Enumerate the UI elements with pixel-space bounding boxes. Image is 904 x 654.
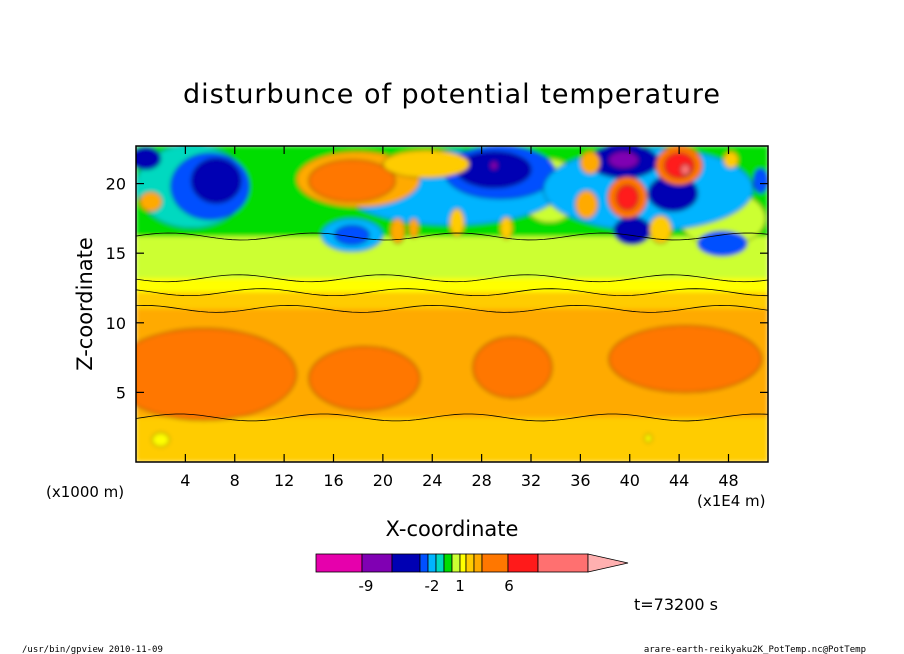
field-blob: [663, 152, 695, 179]
field-blob: [136, 328, 297, 421]
field-blob: [489, 160, 499, 171]
field-blob: [472, 336, 553, 399]
field-blob: [136, 147, 162, 171]
field-blob: [499, 216, 513, 240]
field-blob: [449, 208, 465, 237]
field-blob: [697, 230, 748, 257]
x-tick-label: 4: [180, 471, 190, 490]
plot-area: [136, 146, 768, 462]
field-blob: [580, 151, 601, 175]
field-blob: [139, 191, 163, 212]
contour-lines: [136, 232, 768, 422]
field-blob: [649, 215, 673, 244]
colorbar-swatch: [419, 553, 429, 573]
colorbar-swatch: [473, 553, 483, 573]
colorbar-label: -9: [359, 577, 374, 595]
colorbar-label: 6: [504, 577, 514, 595]
y-tick-label: 10: [106, 314, 126, 333]
contour-line: [136, 232, 768, 241]
field-blob: [608, 325, 763, 393]
field-blob: [723, 151, 739, 169]
field-blob: [615, 184, 639, 211]
field-blob: [308, 346, 421, 411]
field-blob: [680, 163, 691, 176]
x-tick-label: 32: [521, 471, 541, 490]
x-axis-label: X-coordinate: [386, 517, 519, 541]
temperature-field: [136, 146, 768, 462]
field-blob: [608, 151, 639, 169]
chart-title: disturbunce of potential temperature: [183, 79, 721, 110]
x-axis-ticks: 4 8 12 16 20 24 28 32 36 40 44 48: [180, 146, 739, 490]
field-blob: [334, 224, 370, 246]
colorbar-swatch: [537, 553, 589, 573]
x-unit-label: (x1E4 m): [697, 492, 766, 510]
colorbar-swatch: [481, 553, 509, 573]
x-tick-label: 40: [620, 471, 640, 490]
x-tick-label: 36: [570, 471, 590, 490]
colorbar-swatch: [435, 553, 445, 573]
y-unit-label: (x1000 m): [46, 483, 124, 501]
field-blob: [191, 158, 242, 204]
x-tick-label: 24: [422, 471, 442, 490]
contour-line: [136, 274, 768, 283]
colorbar-swatch: [465, 553, 475, 573]
colorbar-label: 1: [455, 577, 465, 595]
y-axis-ticks: 5 10 15 20: [106, 175, 768, 402]
field-blob: [382, 149, 470, 179]
y-tick-label: 5: [116, 383, 126, 402]
x-tick-label: 16: [323, 471, 343, 490]
colorbar-swatch: [391, 553, 421, 573]
field-blob: [308, 159, 396, 203]
time-label: t=73200 s: [634, 595, 718, 614]
colorbar-swatch: [459, 553, 467, 573]
contour-line: [136, 288, 768, 297]
field-blob: [613, 216, 652, 246]
field-layers: [136, 146, 768, 462]
colorbar-swatch: [315, 553, 363, 573]
x-tick-label: 44: [669, 471, 689, 490]
field-blob: [644, 433, 653, 443]
colorbar-swatch: [451, 553, 461, 573]
contour-line: [136, 413, 768, 422]
colorbar-labels: -9 -2 1 6: [359, 577, 514, 595]
colorbar-swatch: [507, 553, 539, 573]
colorbar-swatch: [427, 553, 437, 573]
y-axis-label: Z-coordinate: [73, 237, 97, 371]
field-blob: [389, 218, 406, 244]
x-tick-label: 28: [471, 471, 491, 490]
colorbar-swatch: [361, 553, 393, 573]
x-tick-label: 48: [718, 471, 738, 490]
x-tick-label: 12: [274, 471, 294, 490]
y-tick-label: 15: [106, 244, 126, 263]
colorbar-label: -2: [425, 577, 440, 595]
footer-left: /usr/bin/gpview 2010-11-09: [22, 645, 163, 654]
x-tick-label: 8: [230, 471, 240, 490]
colorbar: [315, 553, 629, 573]
field-blob: [151, 432, 170, 448]
x-tick-label: 20: [373, 471, 393, 490]
colorbar-arrow: [587, 553, 629, 573]
plot-frame: [135, 145, 769, 463]
colorbar-swatch: [443, 553, 453, 573]
footer-right: arare-earth-reikyaku2K_PotTemp.nc@PotTem…: [644, 645, 866, 654]
field-blob: [752, 167, 768, 194]
field-blob: [408, 218, 420, 239]
contour-line: [136, 304, 768, 313]
y-tick-label: 20: [106, 175, 126, 194]
field-blob: [575, 190, 599, 219]
